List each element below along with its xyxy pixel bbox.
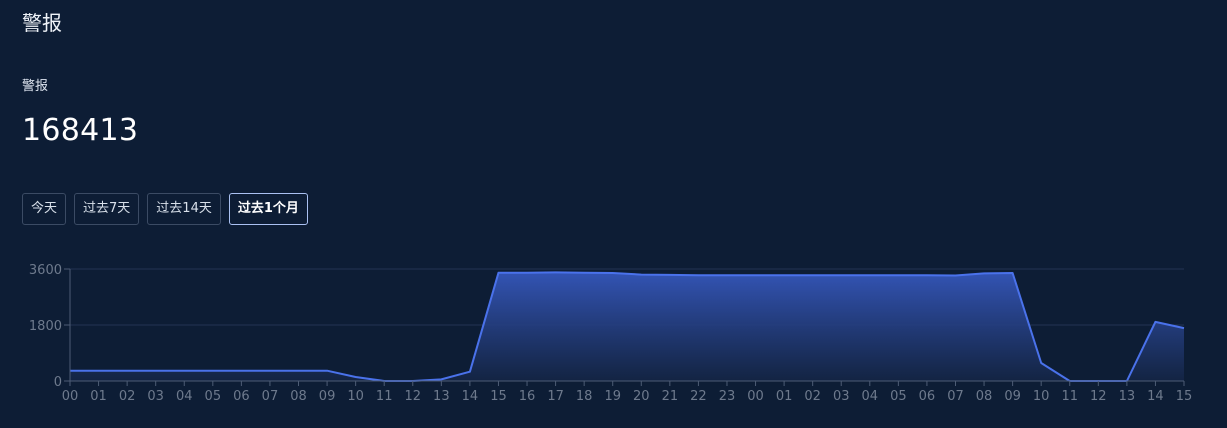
x-tick-label: 11 (1061, 389, 1078, 404)
x-tick-label: 11 (376, 389, 393, 404)
x-tick-label: 04 (862, 389, 879, 404)
series-line (70, 271, 1185, 382)
x-tick-label: 07 (947, 389, 964, 404)
x-tick-label: 22 (690, 389, 707, 404)
x-tick-label: 02 (119, 389, 136, 404)
x-tick-label: 15 (1176, 389, 1193, 404)
metric-label: 警报 (22, 79, 49, 94)
x-tick-label: 23 (719, 389, 736, 404)
range-1-month-button[interactable]: 过去1个月 (228, 193, 308, 225)
x-tick-label: 12 (1090, 389, 1107, 404)
x-tick-label: 08 (290, 389, 307, 404)
range-today-button[interactable]: 今天 (22, 193, 67, 225)
x-tick-label: 12 (404, 389, 421, 404)
y-tick-label: 1800 (29, 319, 62, 334)
y-tick-label: 0 (54, 375, 62, 390)
x-tick-label: 06 (233, 389, 250, 404)
x-tick-label: 00 (62, 389, 79, 404)
range-7-days-button[interactable]: 过去7天 (74, 193, 140, 225)
x-tick-label: 18 (576, 389, 593, 404)
x-tick-label: 14 (462, 389, 479, 404)
series-area (70, 272, 1184, 381)
x-tick-label: 21 (662, 389, 679, 404)
x-tick-label: 08 (976, 389, 993, 404)
x-tick-label: 20 (633, 389, 650, 404)
metric-value: 168413 (22, 113, 139, 148)
range-14-days-button[interactable]: 过去14天 (147, 193, 221, 225)
time-range-selector: 今天 过去7天 过去14天 过去1个月 (22, 193, 308, 225)
x-tick-label: 01 (776, 389, 793, 404)
x-tick-label: 10 (1033, 389, 1050, 404)
x-tick-label: 16 (519, 389, 536, 404)
x-tick-label: 00 (747, 389, 764, 404)
x-tick-label: 14 (1147, 389, 1164, 404)
x-tick-label: 09 (319, 389, 336, 404)
x-tick-label: 13 (433, 389, 450, 404)
x-tick-label: 17 (547, 389, 564, 404)
x-tick-label: 13 (1119, 389, 1136, 404)
x-tick-label: 07 (262, 389, 279, 404)
y-tick-label: 3600 (29, 263, 62, 278)
x-tick-label: 19 (604, 389, 621, 404)
x-tick-label: 02 (804, 389, 821, 404)
x-tick-label: 01 (90, 389, 107, 404)
x-tick-label: 06 (919, 389, 936, 404)
x-tick-label: 05 (205, 389, 222, 404)
y-axis-ticks: 0 1800 3600 (29, 263, 70, 390)
x-tick-label: 03 (833, 389, 850, 404)
x-tick-label: 04 (176, 389, 193, 404)
x-tick-label: 09 (1004, 389, 1021, 404)
x-tick-label: 15 (490, 389, 507, 404)
x-axis-ticks: 00 01 02 03 04 05 06 07 08 09 10 11 12 13 14 15 16 17 18 19… (62, 381, 1193, 404)
x-tick-label: 10 (347, 389, 364, 404)
page-title: 警报 (22, 11, 62, 35)
x-tick-label: 05 (890, 389, 907, 404)
x-tick-label: 03 (147, 389, 164, 404)
